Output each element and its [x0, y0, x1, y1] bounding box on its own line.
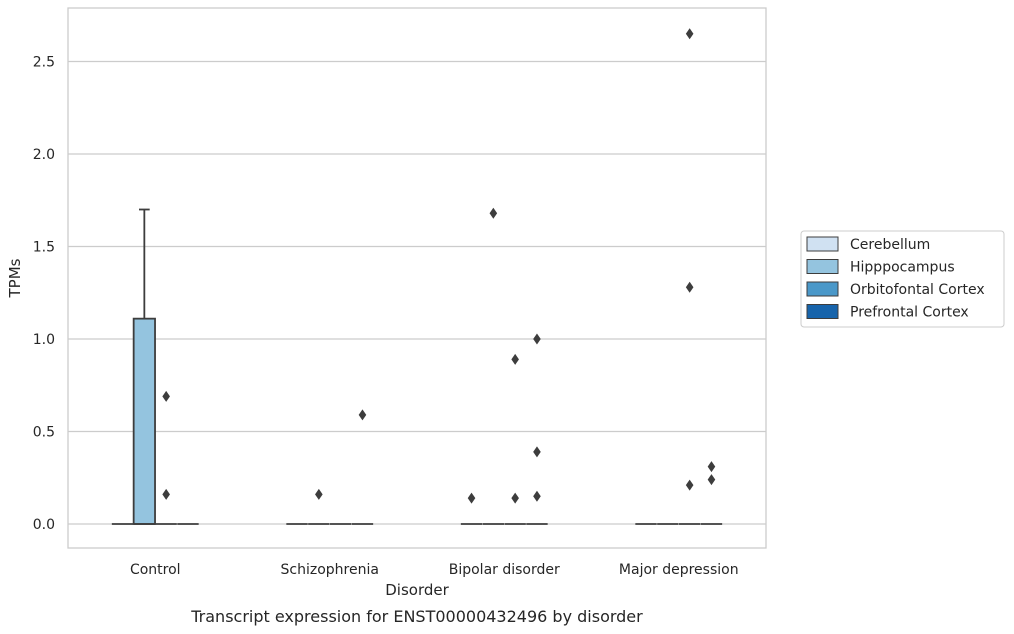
y-tick-label: 1.0 — [33, 332, 55, 348]
outlier-point — [511, 353, 519, 365]
legend-items: Cerebellum Hipppocampus Orbitofontal Corte… — [806, 236, 985, 321]
outlier-point — [685, 28, 694, 40]
x-tick-label: Bipolar disorder — [449, 562, 560, 578]
outlier-point — [489, 207, 498, 219]
x-tick-labels: Control Schizophrenia Bipolar disorder Majo… — [130, 562, 739, 578]
outlier-point — [533, 446, 541, 458]
box-group — [351, 409, 374, 525]
box-group — [132, 208, 156, 525]
legend: Cerebellum Hipppocampus Orbitofontal Corte… — [800, 230, 1005, 328]
outlier-point — [315, 488, 323, 500]
outlier-point — [533, 333, 541, 345]
box-group — [504, 353, 526, 525]
y-tick-label: 2.5 — [33, 55, 55, 71]
y-tick-label: 0.0 — [33, 517, 55, 533]
y-tick-label: 0.5 — [33, 425, 55, 441]
series-boxes — [111, 28, 723, 525]
y-tick-label: 1.5 — [33, 240, 55, 256]
plot-frame — [67, 7, 767, 549]
y-tick-label: 2.0 — [33, 147, 55, 163]
outlier-point — [358, 409, 367, 421]
box-group — [308, 488, 330, 525]
outlier-point — [162, 488, 170, 500]
box-group — [482, 207, 505, 525]
legend-swatch — [806, 304, 839, 319]
box-group — [155, 390, 177, 525]
outlier-point — [707, 474, 716, 486]
chart-caption: Transcript expression for ENST0000043249… — [190, 607, 643, 626]
box-group — [700, 461, 723, 525]
legend-swatch — [806, 281, 839, 297]
legend-swatch — [806, 259, 839, 274]
outlier-point — [685, 479, 694, 491]
outlier-point — [685, 281, 694, 293]
x-tick-label: Schizophrenia — [281, 562, 379, 578]
box-group — [460, 492, 483, 525]
y-axis-title: TPMs — [6, 258, 24, 298]
box — [132, 317, 156, 525]
x-tick-label: Major depression — [619, 562, 739, 578]
legend-label: Cerebellum — [850, 237, 930, 253]
plot-background — [68, 8, 766, 548]
outlier-point — [162, 390, 170, 402]
x-axis-title: Disorder — [385, 581, 449, 599]
legend-label: Orbitofontal Cortex — [850, 282, 985, 298]
outlier-point — [533, 490, 541, 502]
outlier-point — [511, 492, 519, 504]
x-tick-label: Control — [130, 562, 181, 578]
legend-frame — [800, 230, 1005, 328]
box-group — [678, 28, 701, 525]
outlier-point — [707, 461, 716, 473]
legend-label: Prefrontal Cortex — [850, 305, 969, 321]
legend-swatch — [806, 236, 839, 252]
outlier-point — [467, 492, 476, 504]
legend-label: Hipppocampus — [850, 260, 955, 276]
y-tick-labels: 0.0 0.5 1.0 1.5 2.0 2.5 — [33, 55, 55, 534]
box-group — [526, 333, 548, 525]
